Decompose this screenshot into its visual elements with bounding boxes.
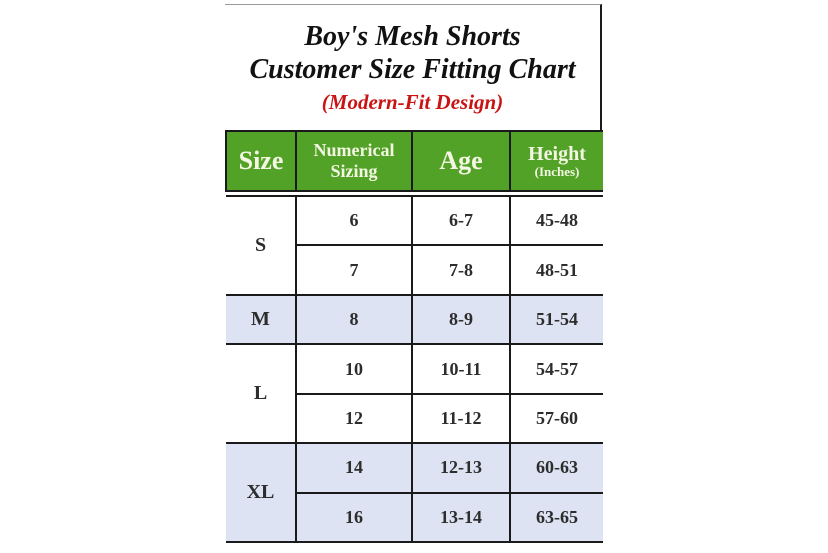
- table-row: XL 14 12-13 60-63: [226, 442, 603, 543]
- numerical-sizing-cell: 16: [295, 491, 413, 544]
- height-cell: 45-48: [509, 195, 603, 247]
- chart-subtitle: (Modern-Fit Design): [321, 90, 504, 114]
- header-height: Height (Inches): [509, 130, 603, 192]
- header-size: Size: [225, 130, 297, 192]
- height-cell: 51-54: [509, 293, 603, 346]
- size-group-l: L: [226, 343, 297, 445]
- size-chart-panel: Boy's Mesh Shorts Customer Size Fitting …: [225, 4, 603, 544]
- height-cell: 63-65: [509, 491, 603, 544]
- table-row: 16 13-14 63-65: [226, 491, 603, 544]
- height-cell: 48-51: [509, 244, 603, 296]
- age-cell: 12-13: [411, 442, 511, 494]
- age-cell: 7-8: [411, 244, 511, 296]
- height-cell: 57-60: [509, 392, 603, 445]
- numerical-sizing-cell: 6: [295, 195, 413, 247]
- size-group-s: S: [226, 195, 297, 296]
- numerical-sizing-cell: 12: [295, 392, 413, 445]
- header-age: Age: [411, 130, 511, 192]
- age-cell: 8-9: [411, 293, 511, 346]
- chart-title-line1: Boy's Mesh Shorts: [304, 21, 521, 52]
- title-block: Boy's Mesh Shorts Customer Size Fitting …: [225, 5, 600, 115]
- size-group-m: M: [226, 293, 297, 346]
- header-numerical-sizing: Numerical Sizing: [295, 130, 413, 192]
- numerical-sizing-cell: 7: [295, 244, 413, 296]
- height-cell: 60-63: [509, 442, 603, 494]
- chart-title-line2: Customer Size Fitting Chart: [249, 54, 576, 85]
- header-height-unit: (Inches): [534, 163, 580, 179]
- header-height-label: Height: [528, 142, 586, 165]
- numerical-sizing-cell: 8: [295, 293, 413, 346]
- size-group-xl: XL: [226, 442, 297, 543]
- height-cell: 54-57: [509, 343, 603, 395]
- age-cell: 10-11: [411, 343, 511, 395]
- table-row: 7 7-8 48-51: [226, 244, 603, 296]
- header-row: Size Numerical Sizing Age Height (Inches…: [225, 130, 603, 192]
- numerical-sizing-cell: 14: [295, 442, 413, 494]
- header-spacer-row: [226, 191, 603, 197]
- table-row: L 10 10-11 54-57: [226, 343, 603, 445]
- age-cell: 13-14: [411, 491, 511, 544]
- numerical-sizing-cell: 10: [295, 343, 413, 395]
- age-cell: 11-12: [411, 392, 511, 445]
- table-row: M 8 8-9 51-54: [226, 293, 603, 346]
- table-row: 12 11-12 57-60: [226, 392, 603, 445]
- age-cell: 6-7: [411, 195, 511, 247]
- table-row: S 6 6-7 45-48: [226, 195, 603, 296]
- size-chart-table: Size Numerical Sizing Age Height (Inches…: [225, 130, 603, 544]
